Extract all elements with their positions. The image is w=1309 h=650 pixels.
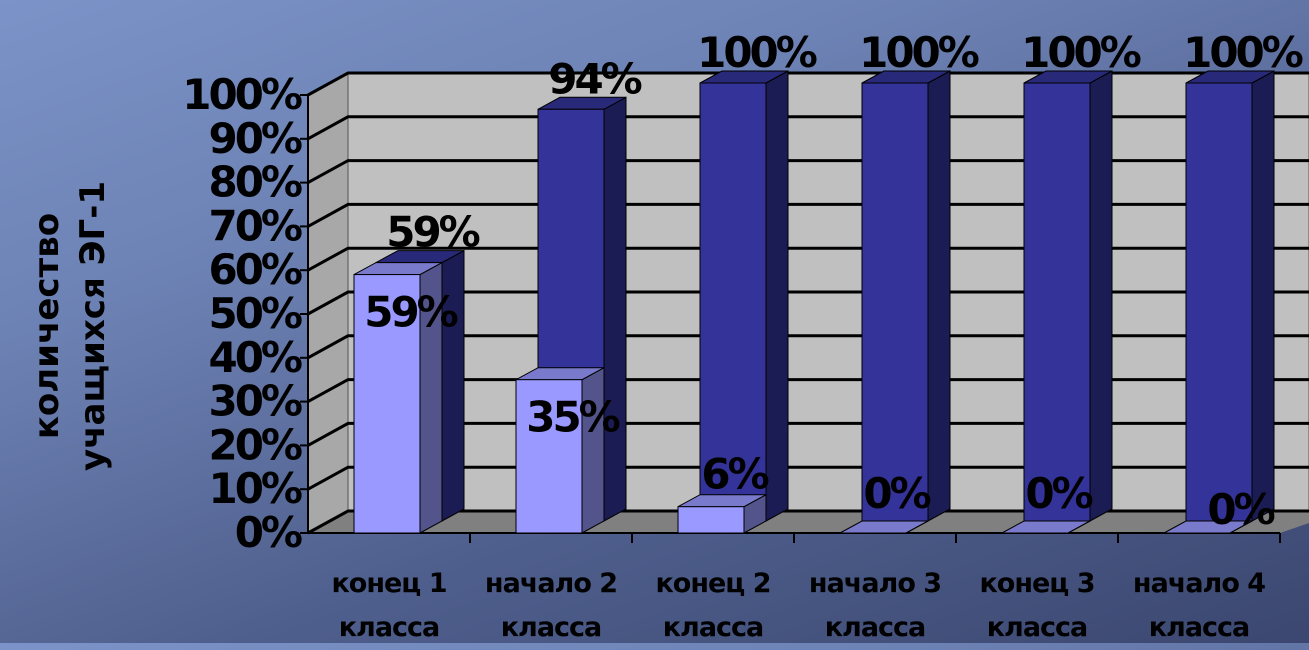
bar-side (604, 97, 626, 521)
y-tick-label: 60% (208, 245, 301, 294)
data-label: 6% (701, 450, 768, 499)
x-tick-label: начало 4 класса (1118, 562, 1280, 650)
x-tick-label: конец 1 класса (308, 562, 470, 650)
floor (308, 511, 1309, 533)
data-label: 100% (859, 28, 979, 77)
data-label: 0% (863, 469, 930, 518)
y-tick-label: 100% (182, 70, 302, 119)
bar-side (1252, 71, 1274, 521)
y-tick-label: 0% (235, 508, 302, 557)
data-label: 59% (364, 288, 457, 337)
data-label: 0% (1025, 469, 1092, 518)
data-label: 100% (1021, 28, 1141, 77)
y-tick-label: 90% (208, 114, 301, 163)
bar (678, 507, 744, 533)
y-tick-label: 50% (208, 289, 301, 338)
y-tick-label: 10% (208, 464, 301, 513)
y-tick-label: 20% (208, 420, 301, 469)
bar-side (1090, 71, 1112, 521)
y-tick-label: 30% (208, 377, 301, 426)
data-label: 35% (526, 393, 619, 442)
bar (1186, 83, 1252, 521)
bar (1024, 83, 1090, 521)
y-tick-label: 40% (208, 333, 301, 382)
x-tick-label: конец 3 класса (956, 562, 1118, 650)
y-tick-label: 80% (208, 158, 301, 207)
x-tick-label: конец 2 класса (632, 562, 794, 650)
x-tick-label: начало 2 класса (470, 562, 632, 650)
bar (862, 83, 928, 521)
y-tick-label: 70% (208, 201, 301, 250)
data-label: 94% (548, 54, 641, 103)
data-label: 100% (1183, 28, 1303, 77)
data-label: 100% (697, 28, 817, 77)
x-tick-label: начало 3 класса (794, 562, 956, 650)
data-label: 0% (1207, 485, 1274, 534)
data-label: 59% (386, 208, 479, 257)
bar-side (928, 71, 950, 521)
bar-side (766, 71, 788, 521)
